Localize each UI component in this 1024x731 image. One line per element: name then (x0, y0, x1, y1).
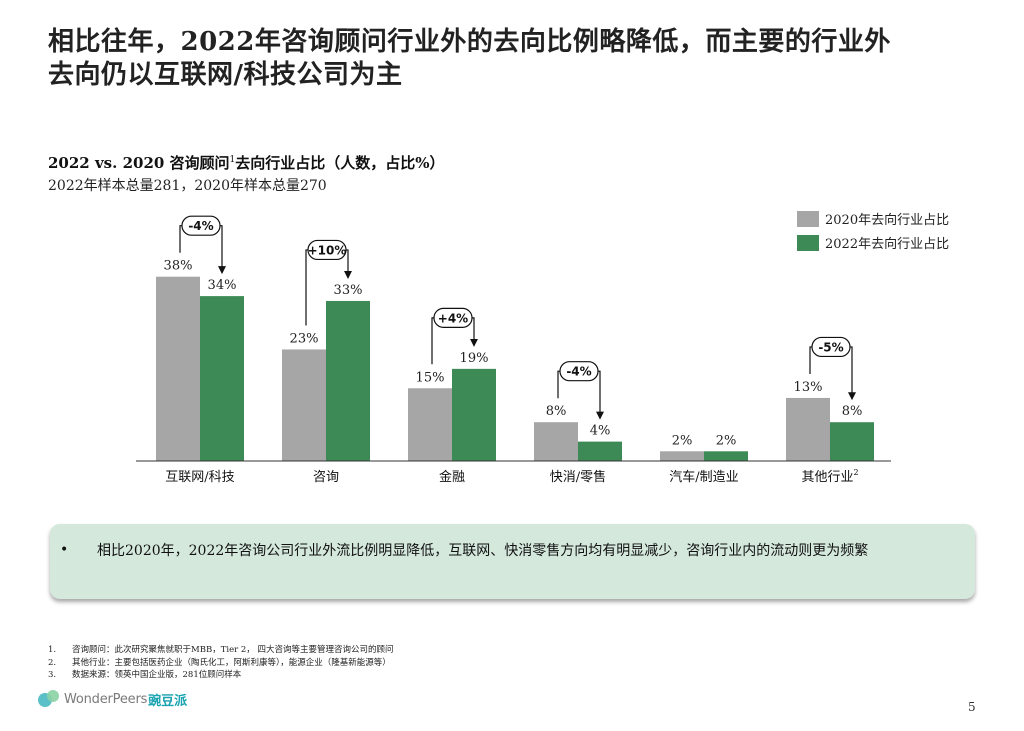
bar-2020-0 (156, 276, 200, 461)
x-tick-label-3: 快消/零售 (550, 469, 606, 485)
chart-subtitle: 2022年样本总量281，2020年样本总量270 (48, 178, 327, 194)
legend-swatch-0 (797, 211, 819, 227)
change-label-1: +10% (308, 243, 347, 257)
change-label-0: -4% (188, 219, 213, 233)
takeaway-bullet: • (60, 542, 69, 558)
legend-swatch-1 (797, 235, 819, 251)
logo-chinese-name: 豌豆派 (148, 693, 188, 709)
takeaway-box: • 相比2020年，2022年咨询公司行业外流比例明显降低，互联网、快消零售方向… (50, 524, 975, 599)
footnote-text: 数据来源：领英中国企业版，281位顾问样本 (72, 670, 242, 680)
bar-2022-4 (704, 451, 748, 461)
x-tick-label-0: 互联网/科技 (165, 470, 234, 485)
slide-headline: 相比往年，2022年咨询顾问行业外的去向比例略降低，而主要的行业外 去向仍以互联… (48, 26, 988, 92)
bar-2020-3 (534, 422, 578, 461)
legend-label-1: 2022年去向行业占比 (825, 236, 949, 252)
footnotes: 1. 咨询顾问：此次研究聚焦就职于MBB，Tier 2， 四大咨询等主要管理咨询… (48, 644, 748, 682)
data-label-2022-5: 8% (842, 404, 863, 419)
bar-2022-0 (200, 296, 244, 461)
logo-wordmark: WonderPeers (64, 691, 148, 707)
footnote-1: 1. 咨询顾问：此次研究聚焦就职于MBB，Tier 2， 四大咨询等主要管理咨询… (48, 644, 748, 657)
change-pill-0 (181, 215, 221, 236)
x-tick-footnote-ref: 2 (853, 468, 858, 477)
footnote-3: 3. 数据来源：领英中国企业版，281位顾问样本 (48, 669, 748, 682)
bar-2020-2 (408, 388, 452, 461)
chart-title-rest: 去向行业占比（人数，占比%） (235, 154, 445, 172)
bar-2020-5 (786, 397, 830, 461)
data-label-2020-0: 38% (164, 259, 193, 274)
chart-title: 2022 vs. 2020 咨询顾问1去向行业占比（人数，占比%） (48, 152, 445, 173)
chart-title-footnote-ref: 1 (229, 155, 236, 165)
bar-2020-4 (660, 451, 704, 461)
x-tick-label-2: 金融 (439, 469, 465, 485)
bar-2022-2 (452, 368, 496, 461)
change-pill-5 (811, 336, 851, 358)
logo-dots-icon (38, 689, 64, 709)
bar-2020-1 (282, 349, 326, 461)
change-pill-2 (433, 307, 473, 328)
footnote-number: 2. (48, 657, 57, 668)
data-label-2020-1: 23% (290, 331, 319, 346)
footnote-number: 1. (48, 645, 57, 655)
legend-label-0: 2020年去向行业占比 (825, 212, 949, 228)
chart-legend: 2020年去向行业占比 2022年去向行业占比 (797, 211, 949, 252)
headline-line-2: 去向仍以互联网/科技公司为主 (48, 60, 403, 90)
bar-2022-5 (830, 422, 874, 461)
page-number: 5 (968, 700, 976, 714)
bar-2022-3 (578, 441, 622, 461)
x-tick-label-4: 汽车/制造业 (669, 469, 738, 485)
data-label-2022-0: 34% (208, 278, 237, 293)
change-pill-1 (307, 239, 347, 261)
footnote-text: 其他行业：主要包括医药企业（陶氏化工，阿斯利康等），能源企业（隆基新能源等） (72, 657, 391, 668)
change-label-3: -4% (566, 365, 591, 379)
chart-marks: 38% 34% 互联网/科技 -4% 23% 33% 咨询 +10% 15% 19% 金融 +4% 8%… (156, 215, 874, 485)
change-pill-3 (559, 361, 599, 382)
footnote-2: 2. 其他行业：主要包括医药企业（陶氏化工，阿斯利康等），能源企业（隆基新能源等… (48, 657, 748, 670)
x-tick-label-5: 其他行业2 (801, 468, 858, 485)
takeaway-text: 相比2020年，2022年咨询公司行业外流比例明显降低，互联网、快消零售方向均有… (97, 543, 869, 559)
footnote-text: 咨询顾问：此次研究聚焦就职于MBB，Tier 2， 四大咨询等主要管理咨询公司的… (72, 645, 394, 655)
wonderpeers-logo: WonderPeers 豌豆派 (38, 689, 187, 709)
data-label-2022-3: 4% (590, 424, 611, 439)
data-label-2020-3: 8% (546, 404, 567, 419)
x-tick-label-1: 咨询 (313, 470, 339, 485)
chart-title-main: 2022 vs. 2020 咨询顾问 (48, 154, 230, 172)
bar-2022-1 (326, 300, 370, 461)
headline-line-1: 相比往年，2022年咨询顾问行业外的去向比例略降低，而主要的行业外 (48, 27, 891, 57)
data-label-2020-5: 13% (794, 380, 823, 395)
change-label-2: +4% (438, 311, 468, 325)
data-label-2022-4: 2% (716, 433, 737, 448)
data-label-2022-1: 33% (334, 283, 363, 298)
change-label-5: -5% (818, 340, 843, 354)
data-label-2020-2: 15% (416, 370, 445, 385)
data-label-2020-4: 2% (672, 433, 693, 448)
data-label-2022-2: 19% (460, 351, 489, 366)
footnote-number: 3. (48, 670, 57, 680)
